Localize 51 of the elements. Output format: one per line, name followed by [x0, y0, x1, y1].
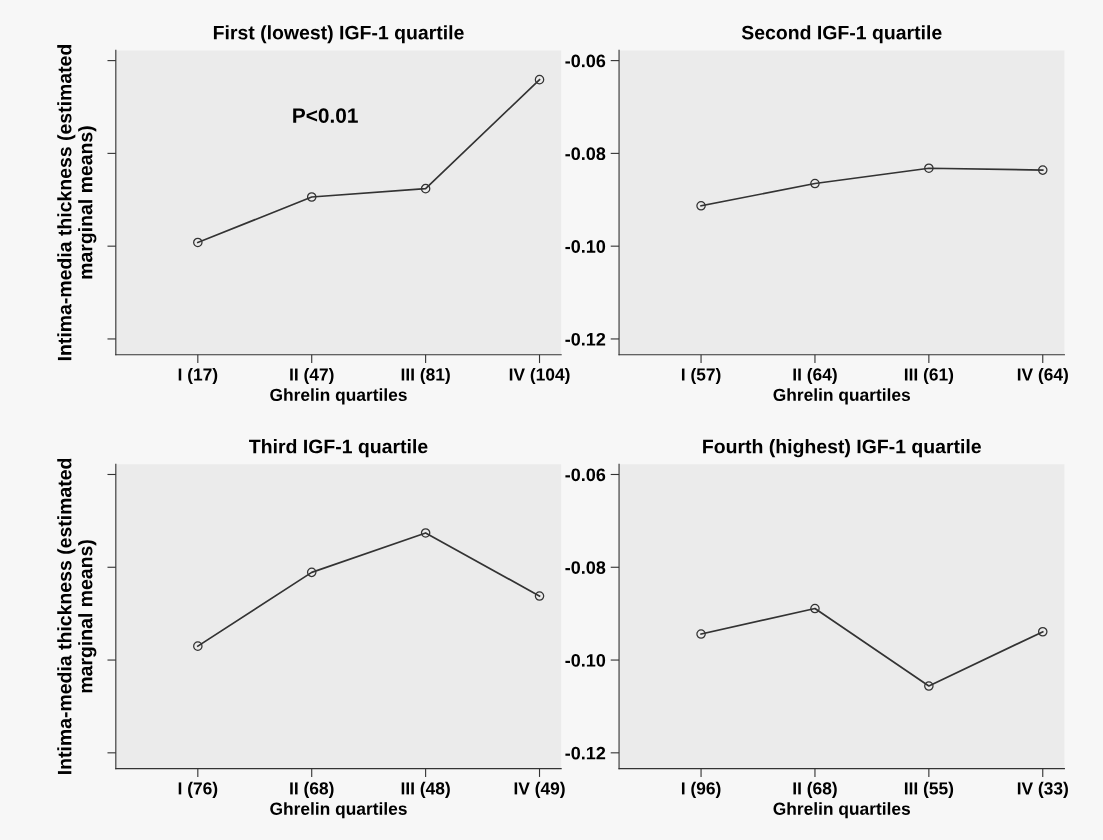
x-tick-label: II (64) — [793, 367, 837, 385]
y-axis-title: Intima-media thickness (estimated marginal means) — [57, 44, 97, 361]
y-tick-label: -0.10 — [565, 240, 606, 253]
x-tick-label: III (81) — [401, 367, 450, 385]
x-tick-label: II (68) — [290, 781, 334, 798]
y-tick-label: -0.06 — [565, 54, 606, 68]
chart-title: Second IGF-1 quartile — [741, 25, 942, 44]
point — [534, 591, 545, 601]
point — [810, 603, 820, 614]
x-tick-label: I (17) — [178, 367, 218, 385]
y-tick-label: -0.06 — [565, 468, 606, 482]
y-tick-label: -0.10 — [565, 653, 606, 667]
point — [1037, 165, 1048, 175]
y-tick-label: -0.12 — [565, 332, 606, 346]
chart-title: First (lowest) IGF-1 quartile — [213, 25, 464, 44]
x-tick-label: IV (104) — [509, 367, 570, 385]
point — [306, 567, 317, 578]
x-tick-label: III (55) — [904, 781, 954, 798]
x-tick-label: IV (64) — [1017, 367, 1068, 385]
x-tick-label: II (47) — [290, 367, 334, 385]
point — [420, 183, 431, 194]
chart-title: Third IGF-1 quartile — [249, 439, 428, 458]
x-tick-label: II (68) — [793, 781, 837, 798]
point — [924, 163, 934, 174]
point — [306, 192, 317, 202]
point — [534, 74, 545, 85]
chart-title: Fourth (highest) IGF-1 quartile — [703, 439, 981, 458]
point — [1037, 626, 1048, 637]
x-tick-label: I (57) — [681, 367, 721, 385]
x-tick-label: IV (33) — [1017, 781, 1068, 798]
x-tick-label: III (48) — [401, 781, 450, 798]
point — [193, 641, 203, 651]
point — [696, 629, 706, 639]
y-tick-label: -0.08 — [565, 561, 606, 574]
point — [696, 201, 706, 211]
x-tick-label: I (76) — [178, 781, 218, 798]
x-tick-label: I (96) — [681, 781, 721, 798]
point — [420, 528, 431, 538]
x-axis-title: Ghrelin quartiles — [270, 388, 407, 405]
x-axis-title: Ghrelin quartiles — [773, 388, 910, 405]
x-tick-label: III (61) — [904, 367, 954, 385]
point — [193, 237, 203, 248]
y-tick-label: -0.08 — [565, 147, 606, 161]
point — [924, 681, 934, 691]
x-tick-label: IV (49) — [514, 781, 565, 798]
x-axis-title: Ghrelin quartiles — [773, 802, 910, 819]
annotation: P<0.01 — [293, 108, 358, 123]
x-axis-title: Ghrelin quartiles — [270, 802, 407, 819]
point — [810, 178, 820, 189]
y-axis-title: Intima-media thickness (estimated marginal means) — [57, 458, 97, 774]
y-tick-label: -0.12 — [565, 746, 606, 760]
